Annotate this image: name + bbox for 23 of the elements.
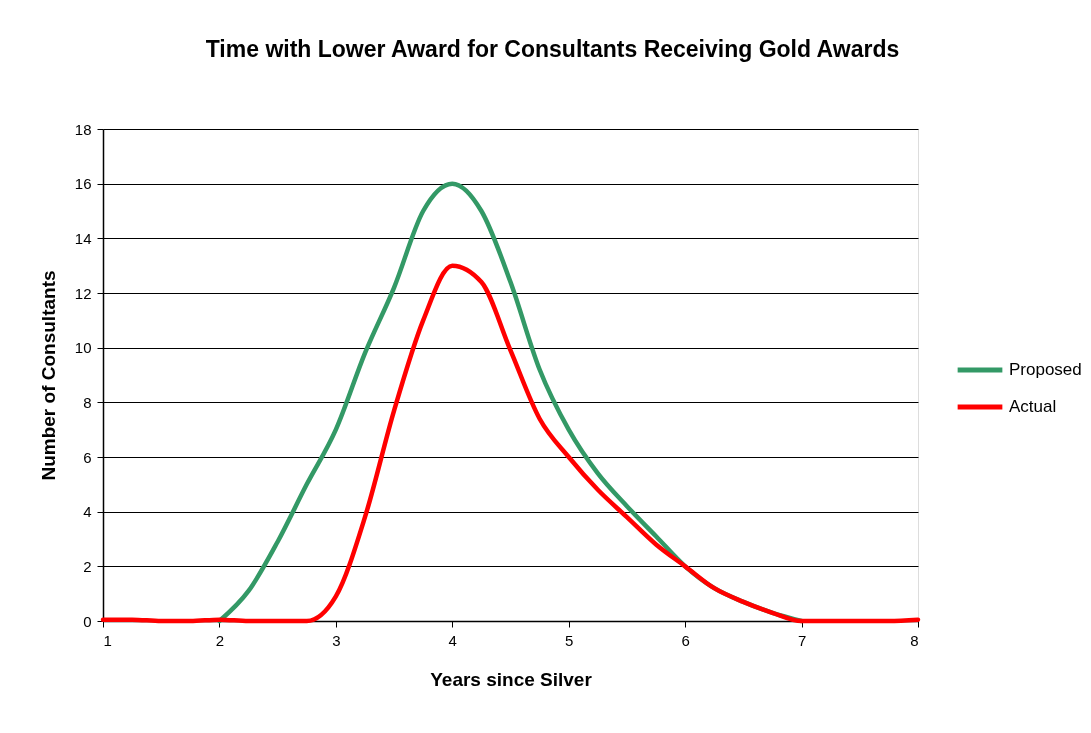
y-tick-label: 8 bbox=[83, 393, 92, 411]
y-tick-label: 0 bbox=[83, 612, 92, 630]
y-tick-label: 14 bbox=[74, 229, 92, 247]
legend-label: Proposed bbox=[1009, 360, 1082, 379]
x-tick-label: 8 bbox=[910, 631, 919, 649]
y-tick-label: 6 bbox=[83, 448, 92, 466]
y-tick-label: 12 bbox=[74, 284, 92, 302]
x-tick-label: 4 bbox=[448, 631, 457, 649]
x-tick-label: 2 bbox=[215, 631, 225, 649]
legend-label: Actual bbox=[1009, 397, 1057, 416]
chart-title: Time with Lower Award for Consultants Receiving Gold Awards bbox=[205, 36, 900, 62]
y-tick-label: 2 bbox=[83, 557, 92, 575]
y-tick-label: 10 bbox=[74, 339, 92, 357]
y-tick-label: 4 bbox=[83, 503, 92, 521]
x-tick-label: 3 bbox=[332, 631, 341, 649]
x-tick-label: 6 bbox=[681, 631, 690, 649]
y-tick-label: 18 bbox=[74, 120, 92, 138]
y-tick-label: 16 bbox=[74, 175, 92, 193]
y-axis-title: Number of Consultants bbox=[37, 270, 59, 481]
x-tick-label: 7 bbox=[797, 631, 807, 649]
x-axis-title: Years since Silver bbox=[430, 668, 593, 690]
x-tick-label: 1 bbox=[103, 631, 112, 649]
x-tick-label: 5 bbox=[565, 631, 574, 649]
